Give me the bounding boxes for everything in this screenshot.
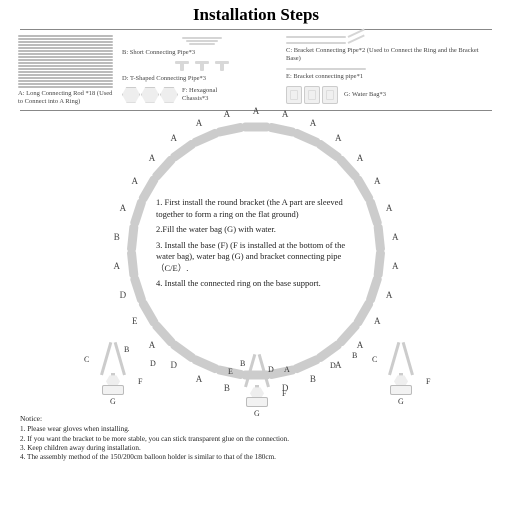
- stand-label: F: [282, 389, 286, 398]
- ring-segment-label: D: [170, 360, 177, 370]
- ring-segment: [292, 355, 321, 375]
- ring-segment-label: A: [170, 133, 177, 143]
- stand-label: G: [254, 409, 260, 418]
- ring-segment-label: A: [310, 118, 317, 128]
- ring-segment-label: A: [392, 232, 399, 242]
- hex-graphic: [122, 87, 178, 103]
- ring-segment: [242, 123, 270, 132]
- ring-segment-label: A: [253, 106, 260, 116]
- ring-segment-label: A: [357, 153, 364, 163]
- long-rods-graphic: [18, 35, 118, 88]
- ring-segment-label: A: [196, 374, 203, 384]
- stand-label: F: [138, 377, 142, 386]
- ring-segment: [127, 250, 139, 279]
- legend-a: A: Long Connecting Rod *18 (Used to Conn…: [18, 90, 118, 106]
- diagram-label: D: [268, 365, 274, 374]
- legend-b: B: Short Connecting Pipe*3: [122, 49, 282, 57]
- ring-segment-label: E: [132, 316, 138, 326]
- ring-segment-label: A: [386, 290, 393, 300]
- step-3: 3. Install the base (F) (F is installed …: [156, 240, 356, 274]
- ring-segment-label: A: [386, 203, 393, 213]
- bracket-pipe-e-graphic: [286, 68, 494, 70]
- ring-segment-label: B: [224, 383, 230, 393]
- legend-d: D: T-Shaped Connecting Pipe*3: [122, 75, 282, 83]
- legend-f: F: Hexagonal Chassis*3: [182, 87, 222, 103]
- ring-segment-label: A: [392, 261, 399, 271]
- stand-label: C: [372, 355, 377, 364]
- diagram-label: D: [150, 359, 156, 368]
- ring-segment-label: A: [132, 176, 139, 186]
- ring-segment-label: A: [357, 340, 364, 350]
- ring-segment-label: A: [120, 203, 127, 213]
- ring-segment-label: A: [282, 109, 289, 119]
- ring-segment-label: A: [196, 118, 203, 128]
- parts-legend: A: Long Connecting Rod *18 (Used to Conn…: [0, 32, 512, 108]
- ring-segment-label: A: [335, 133, 342, 143]
- ring-segment: [138, 299, 160, 328]
- t-shapes-graphic: [122, 61, 282, 71]
- step-1: 1. First install the round bracket (the …: [156, 197, 356, 220]
- stand-label: G: [110, 397, 116, 406]
- ring-segment: [216, 123, 245, 138]
- ring-segment: [127, 224, 139, 253]
- ring-segment: [129, 198, 146, 227]
- diagram-label: B: [240, 359, 245, 368]
- notice-4: 4. The assembly method of the 150/200cm …: [20, 453, 492, 462]
- ring-segment-label: A: [374, 176, 381, 186]
- stand-label: C: [84, 355, 89, 364]
- diagram-label: D: [330, 361, 336, 370]
- ring-segment: [129, 275, 146, 304]
- ring-segment-label: A: [149, 153, 156, 163]
- stand-label: F: [426, 377, 430, 386]
- diagram-label: A: [284, 365, 290, 374]
- assembly-diagram: AAAAAAAAAAAAABDABADAEDABAAAAAA 1. First …: [0, 113, 512, 413]
- step-4: 4. Install the connected ring on the bas…: [156, 278, 356, 289]
- notice-3: 3. Keep children away during installatio…: [20, 444, 492, 453]
- notice-2: 2. If you want the bracket to be more st…: [20, 435, 492, 444]
- ring-segment: [373, 224, 385, 253]
- legend-g: G: Water Bag*3: [344, 91, 386, 99]
- ring-segment-label: D: [120, 290, 127, 300]
- page-title: Installation Steps: [0, 0, 512, 27]
- stand-label: G: [398, 397, 404, 406]
- instruction-steps: 1. First install the round bracket (the …: [156, 197, 356, 293]
- legend-c: C: Bracket Connecting Pipe*2 (Used to Co…: [286, 47, 494, 63]
- bracket-pipe-c-graphic: [286, 36, 494, 38]
- stand-graphic: [378, 341, 424, 401]
- diagram-label: B: [124, 345, 129, 354]
- notice-section: Notice: 1. Please wear gloves when insta…: [0, 413, 512, 463]
- legend-e: E: Bracket connecting pipe*1: [286, 73, 494, 81]
- short-pipes-graphic: [122, 37, 282, 45]
- ring-segment-label: A: [114, 261, 121, 271]
- water-bag-graphic: [286, 86, 338, 104]
- ring-segment-label: B: [114, 232, 120, 242]
- ring-segment-label: A: [335, 360, 342, 370]
- step-2: 2.Fill the water bag (G) with water.: [156, 224, 356, 235]
- divider-top: [20, 29, 492, 30]
- ring-segment-label: A: [374, 316, 381, 326]
- ring-segment-label: A: [149, 340, 156, 350]
- ring-segment-label: A: [224, 109, 231, 119]
- notice-1: 1. Please wear gloves when installing.: [20, 425, 492, 434]
- stand-label: E: [228, 367, 233, 376]
- ring-segment-label: B: [310, 374, 316, 384]
- diagram-label: B: [352, 351, 357, 360]
